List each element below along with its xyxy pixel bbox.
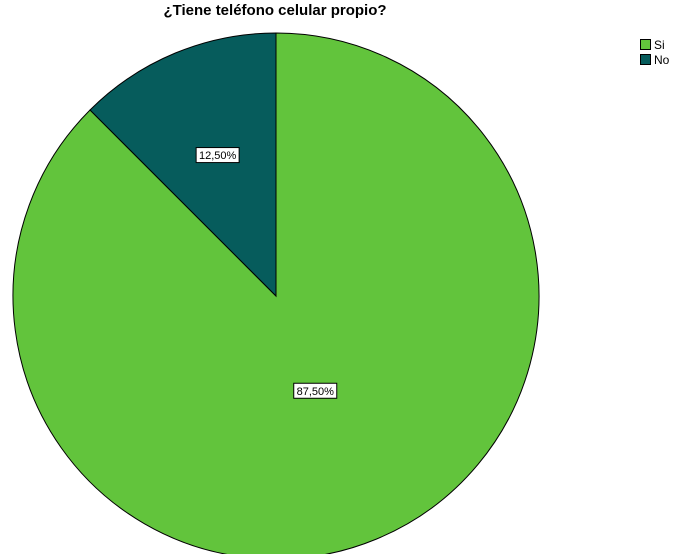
data-label-no: 12,50% [195, 147, 240, 164]
svg-text:87,50%: 87,50% [297, 386, 335, 398]
data-label-si: 87,50% [293, 382, 338, 399]
pie-slice-si [12, 32, 540, 554]
legend-label-no: No [654, 52, 670, 67]
chart-title: ¿Tiene teléfono celular propio? [163, 2, 387, 19]
svg-text:12,50%: 12,50% [199, 150, 237, 162]
legend: Si No [640, 37, 669, 67]
legend-swatch-no [640, 54, 651, 65]
pie-slice-no [89, 32, 277, 298]
legend-item-no: No [640, 52, 669, 67]
legend-item-si: Si [640, 37, 669, 52]
legend-label-si: Si [654, 37, 665, 52]
legend-swatch-si [640, 39, 651, 50]
